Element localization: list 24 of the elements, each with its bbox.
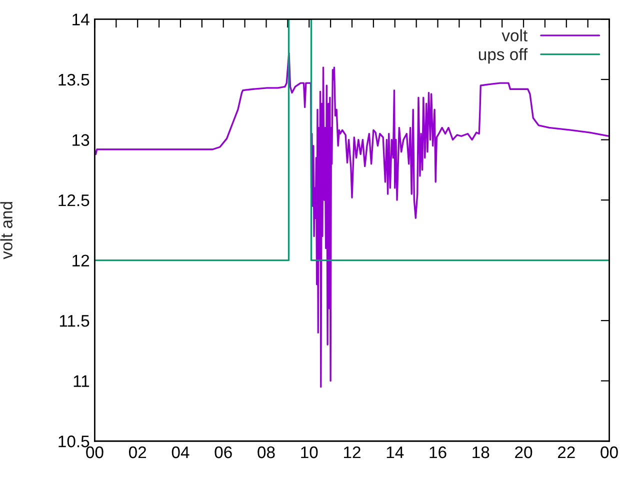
x-tick-label: 18 xyxy=(472,446,490,458)
y-tick-label: 12.5 xyxy=(58,194,90,206)
y-tick-label: 10.5 xyxy=(58,436,90,448)
y-axis-title: volt and xyxy=(0,202,12,260)
y-tick-label: 11 xyxy=(74,375,90,387)
x-tick-label: 06 xyxy=(214,446,232,458)
x-tick-label: 04 xyxy=(172,446,190,458)
x-tick-label: 00 xyxy=(600,446,618,458)
x-tick-label: 00 xyxy=(86,446,104,458)
y-tick-label: 12 xyxy=(72,254,90,266)
x-tick-label: 16 xyxy=(430,446,446,458)
legend-label: ups off xyxy=(478,48,528,64)
y-tick-label: 11.5 xyxy=(60,315,90,327)
y-tick-label: 13.5 xyxy=(58,74,90,86)
x-tick-label: 20 xyxy=(515,446,532,458)
x-tick-label: 12 xyxy=(344,446,360,458)
x-tick-label: 10 xyxy=(301,446,318,458)
x-tick-label: 08 xyxy=(258,446,275,458)
legend-label: volt xyxy=(502,29,528,42)
y-tick-label: 14 xyxy=(72,14,90,26)
x-tick-label: 02 xyxy=(128,446,146,458)
y-tick-label: 13 xyxy=(72,134,90,146)
x-tick-label: 22 xyxy=(558,446,575,458)
x-tick-label: 14 xyxy=(386,446,404,458)
